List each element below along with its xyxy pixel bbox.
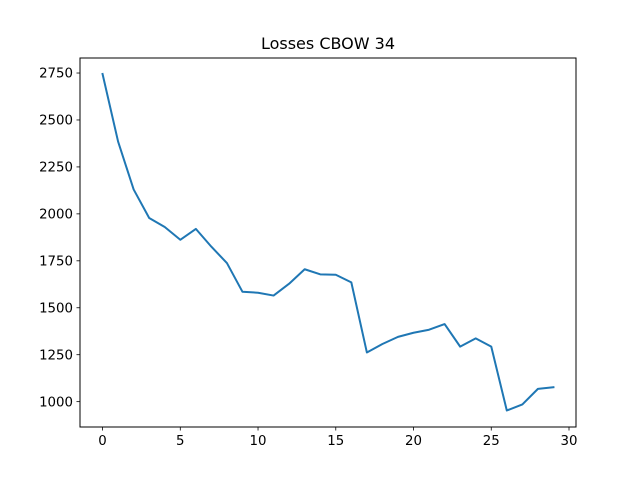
plot-frame	[79, 57, 577, 428]
chart-title: Losses CBOW 34	[261, 34, 395, 53]
y-axis: 1000 1250 1500 1750 2000 2250 2500 2750	[39, 67, 80, 410]
y-tick-label: 2750	[39, 67, 73, 82]
series-line	[101, 72, 555, 412]
x-tick-label: 0	[98, 434, 106, 449]
x-tick-label: 30	[561, 434, 578, 449]
x-tick-label: 15	[327, 434, 344, 449]
y-tick-label: 1500	[39, 301, 73, 316]
x-tick-label: 5	[176, 434, 184, 449]
y-tick-label: 2000	[39, 208, 73, 223]
x-axis: 0 5 10 15 20 25 30	[98, 427, 577, 449]
x-tick-label: 20	[405, 434, 422, 449]
x-tick-label: 10	[250, 434, 267, 449]
x-tick-label: 25	[483, 434, 500, 449]
y-tick-label: 2250	[39, 161, 73, 176]
plot-series	[101, 72, 555, 412]
y-tick-label: 1750	[39, 255, 73, 270]
y-tick-label: 2500	[39, 114, 73, 129]
y-tick-label: 1000	[39, 395, 73, 410]
y-tick-label: 1250	[39, 348, 73, 363]
